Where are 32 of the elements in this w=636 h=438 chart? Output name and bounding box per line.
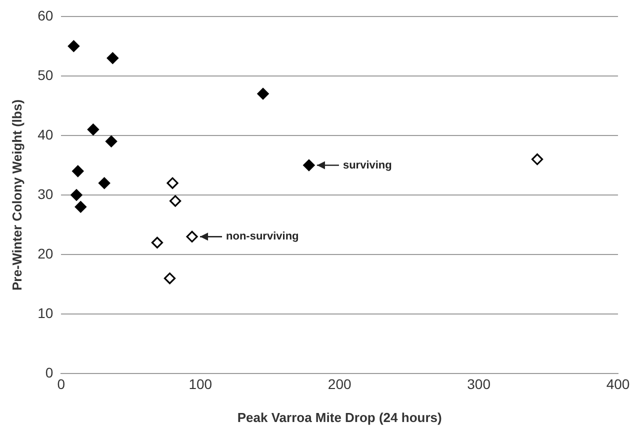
x-tick-label: 0 <box>57 376 66 392</box>
point <box>257 88 269 100</box>
point <box>166 177 178 189</box>
point <box>151 236 164 248</box>
point <box>106 52 118 64</box>
annotation: non-surviving <box>226 230 299 243</box>
point <box>68 40 80 52</box>
point <box>186 230 198 242</box>
y-tick-label: 60 <box>38 7 54 24</box>
x-tick-label: 300 <box>467 376 491 392</box>
point <box>98 177 110 189</box>
point <box>70 189 82 201</box>
y-tick-label: 40 <box>38 126 54 142</box>
x-tick-label: 400 <box>606 376 630 392</box>
point <box>170 195 182 207</box>
point <box>72 165 84 177</box>
y-axis-title: Pre-Winter Colony Weight (lbs) <box>9 99 24 291</box>
y-tick-label: 30 <box>38 186 54 202</box>
x-tick-label: 100 <box>188 376 212 392</box>
y-tick-label: 10 <box>38 304 54 321</box>
y-tick-label: 50 <box>38 66 54 83</box>
y-tick-label: 0 <box>45 364 54 380</box>
x-axis-title: Peak Varroa Mite Drop (24 hours) <box>237 410 442 425</box>
point <box>105 136 118 148</box>
point <box>87 124 99 136</box>
y-tick-label: 20 <box>38 245 54 262</box>
point <box>303 159 315 172</box>
point <box>164 272 176 284</box>
point <box>74 201 86 213</box>
point <box>531 153 544 166</box>
x-tick-label: 200 <box>328 376 352 392</box>
annotation: surviving <box>342 159 392 172</box>
